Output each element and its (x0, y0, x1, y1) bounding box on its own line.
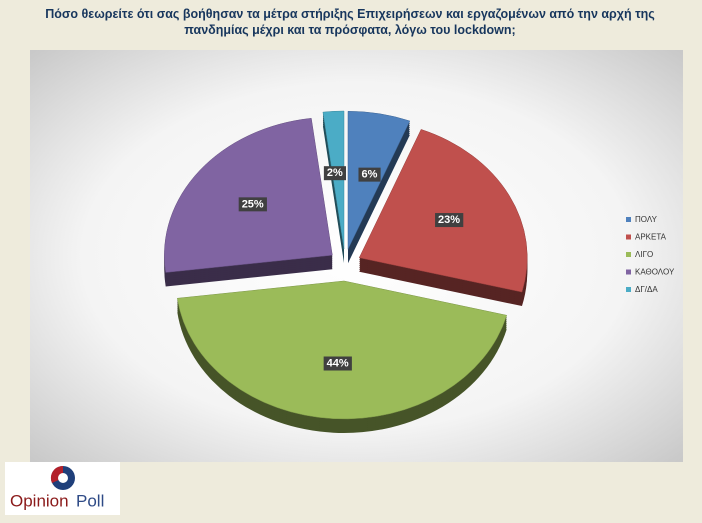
legend-swatch (626, 287, 631, 292)
data-label-box (358, 167, 381, 182)
slice (358, 129, 528, 293)
legend: ΠΟΛΥ ΑΡΚΕΤΑ ΛΙΓΟ ΚΑΘΟΛΟΥ ΔΓ/ΔΑ (626, 215, 675, 294)
data-label: 44% (327, 358, 349, 370)
data-label-box (238, 197, 267, 212)
data-label: 6% (361, 169, 377, 181)
data-label-box (435, 213, 464, 228)
legend-label: ΚΑΘΟΛΟΥ (635, 268, 675, 277)
data-label-box (323, 166, 346, 181)
legend-swatch (626, 234, 631, 240)
legend-label: ΛΙΓΟ (635, 250, 653, 259)
data-label-box (323, 356, 352, 371)
data-label: 2% (327, 167, 343, 179)
data-label: 25% (242, 198, 264, 210)
logo-graphic: Opinion Poll (10, 465, 104, 510)
slice (177, 280, 508, 420)
logo: Opinion Poll (5, 462, 120, 515)
data-label: 23% (438, 214, 460, 226)
legend-label: ΠΟΛΥ (635, 215, 658, 224)
logo-text: Opinion (10, 491, 69, 510)
legend-swatch (626, 217, 631, 222)
chart-title: Πόσο θεωρείτε ότι σας βοήθησαν τα μέτρα … (45, 7, 655, 37)
slice (164, 118, 333, 273)
legend-swatch (626, 269, 631, 275)
pie: 6% 23% 44% 25% 2% (164, 110, 528, 433)
legend-label: ΑΡΚΕΤΑ (635, 233, 667, 242)
legend-label: ΔΓ/ΔΑ (635, 285, 658, 294)
legend-swatch (626, 252, 631, 257)
logo-text: Poll (76, 491, 104, 510)
